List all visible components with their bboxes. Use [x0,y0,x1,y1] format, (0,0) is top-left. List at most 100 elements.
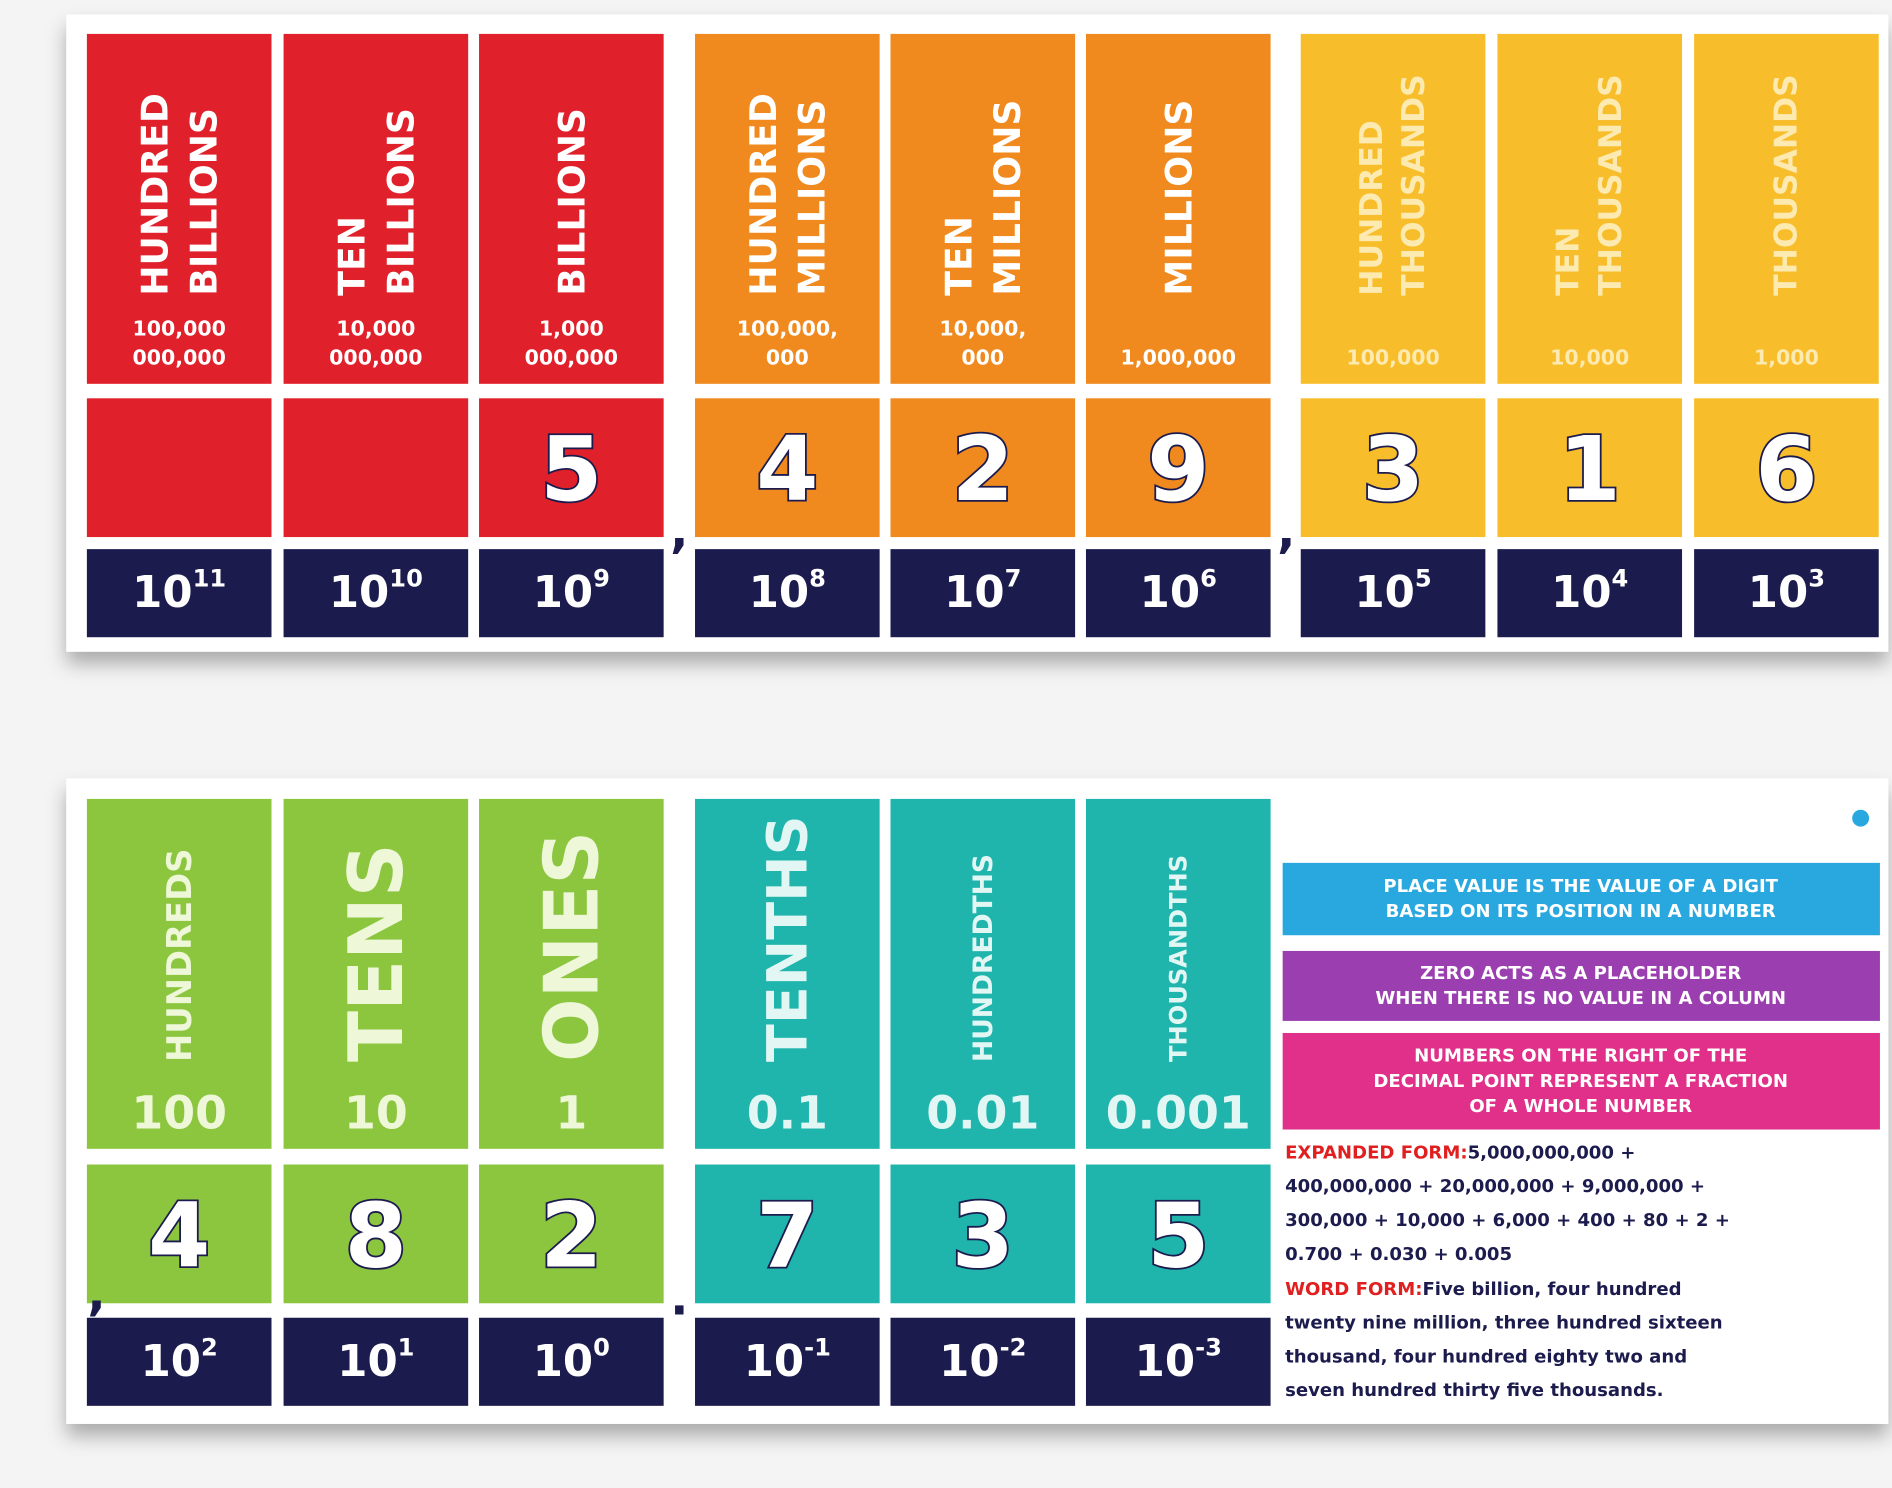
digit-cell [86,1164,272,1304]
column-value: 100,000 [132,317,225,341]
digit-cell [1085,398,1271,538]
power: 107 [944,565,1021,618]
header-cell [283,33,469,384]
info-text: WORD FORM:Five billion, four hundred [1285,1278,1682,1299]
digit-cell [479,398,664,538]
power-cell [890,549,1076,638]
column-name: HUNDRED THOUSANDS [1354,74,1432,295]
info-line: Five billion, four hundred [1422,1278,1681,1299]
column-name: TENS [332,843,419,1062]
column-name: HUNDREDS [160,849,199,1062]
power: 10-2 [939,1333,1026,1386]
column-value: 1,000,000 [1121,345,1236,369]
digit: 3 [952,1184,1014,1288]
power: 1010 [329,565,423,618]
header-cell [695,798,880,1149]
power-exponent: -1 [804,1333,831,1361]
power-cell [1497,549,1683,638]
info-line: twenty nine million, three hundred sixte… [1285,1312,1723,1333]
info-text: 300,000 + 10,000 + 6,000 + 400 + 80 + 2 … [1285,1210,1730,1231]
power-base: 10 [939,1337,999,1387]
column-name-line: HUNDRED [1354,120,1390,296]
column-name-line: THOUSANDS [1593,74,1629,295]
digit-cell [695,398,880,538]
digit-cell [1497,398,1683,538]
info-text: seven hundred thirty five thousands. [1285,1380,1663,1401]
header-cell [1085,33,1271,384]
power-exponent: 2 [201,1333,218,1361]
digit-cell [86,398,272,538]
column-value: 000 [961,345,1004,369]
column-name: TEN MILLIONS [937,100,1029,296]
column-name-line: THOUSANDS [1396,74,1432,295]
info-box [1282,862,1880,936]
column-name: HUNDRED BILLIONS [133,93,225,296]
digit: 7 [756,1184,818,1288]
power: 103 [1748,565,1825,618]
digit-cell [1300,398,1486,538]
power-base: 10 [944,568,1004,618]
power-cell [479,549,664,638]
column-name-line: THOUSANDS [1768,74,1804,295]
info-label: WORD FORM: [1285,1278,1422,1299]
column-name-line: TEN [937,216,980,296]
power-cell [86,549,272,638]
column-name: HUNDRED MILLIONS [741,93,833,296]
column-value: 100 [131,1086,227,1140]
power-cell [695,549,880,638]
column-name-line: HUNDRED [741,93,784,296]
power: 100 [533,1333,610,1386]
info-text: 0.700 + 0.030 + 0.005 [1285,1243,1512,1264]
column-value: 000,000 [329,345,422,369]
column-name-line: MILLIONS [986,100,1029,296]
digit: 2 [952,418,1014,522]
column-value: 100,000, [737,317,838,341]
info-box [1282,1032,1880,1130]
header-cell [1085,798,1271,1149]
column-name-line: MILLIONS [1157,100,1200,296]
power-cell [1085,549,1271,638]
column-value: 0.1 [747,1086,828,1140]
digit: 5 [1147,1184,1209,1288]
power-base: 10 [141,1337,201,1387]
column-name-line: THOUSANDTHS [1164,855,1192,1062]
power: 108 [749,565,826,618]
column-value: 000,000 [132,345,225,369]
column-value: 0.01 [926,1086,1039,1140]
column-name: BILLIONS [550,108,593,296]
info-box-text: BASED ON ITS POSITION IN A NUMBER [1386,901,1776,922]
info-box-text: DECIMAL POINT REPRESENT A FRACTION [1373,1071,1788,1092]
column-name-line: BILLIONS [182,108,225,296]
header-cell [890,33,1076,384]
power-exponent: 9 [593,565,610,593]
info-box-text: PLACE VALUE IS THE VALUE OF A DIGIT [1383,876,1778,897]
power-exponent: 7 [1005,565,1022,593]
column-value: 10,000, [939,317,1026,341]
digit: 5 [540,418,602,522]
column-value: 0.001 [1106,1086,1251,1140]
power-exponent: 3 [1808,565,1825,593]
column-value: 1 [555,1086,587,1140]
info-line: 5,000,000,000 + [1468,1142,1636,1163]
power: 105 [1354,565,1431,618]
column-name-line: ONES [528,831,615,1062]
column-name-line: TENTHS [755,815,820,1062]
column-name-line: HUNDREDS [160,849,199,1062]
power-exponent: 4 [1612,565,1629,593]
separator: , [1277,503,1295,559]
digit-cell [890,1164,1076,1304]
power-base: 10 [533,568,593,618]
power-base: 10 [1140,568,1200,618]
separator: , [87,1266,105,1322]
digit: 4 [148,1184,210,1288]
column-name-line: TENS [332,843,419,1062]
power-exponent: -2 [1000,1333,1027,1361]
power-cell [1300,549,1486,638]
digit: 8 [345,1184,407,1288]
info-box-text: OF A WHOLE NUMBER [1469,1096,1692,1117]
power: 104 [1551,565,1628,618]
column-name: TENTHS [755,815,820,1062]
power-cell [695,1317,880,1406]
power-exponent: 6 [1200,565,1217,593]
